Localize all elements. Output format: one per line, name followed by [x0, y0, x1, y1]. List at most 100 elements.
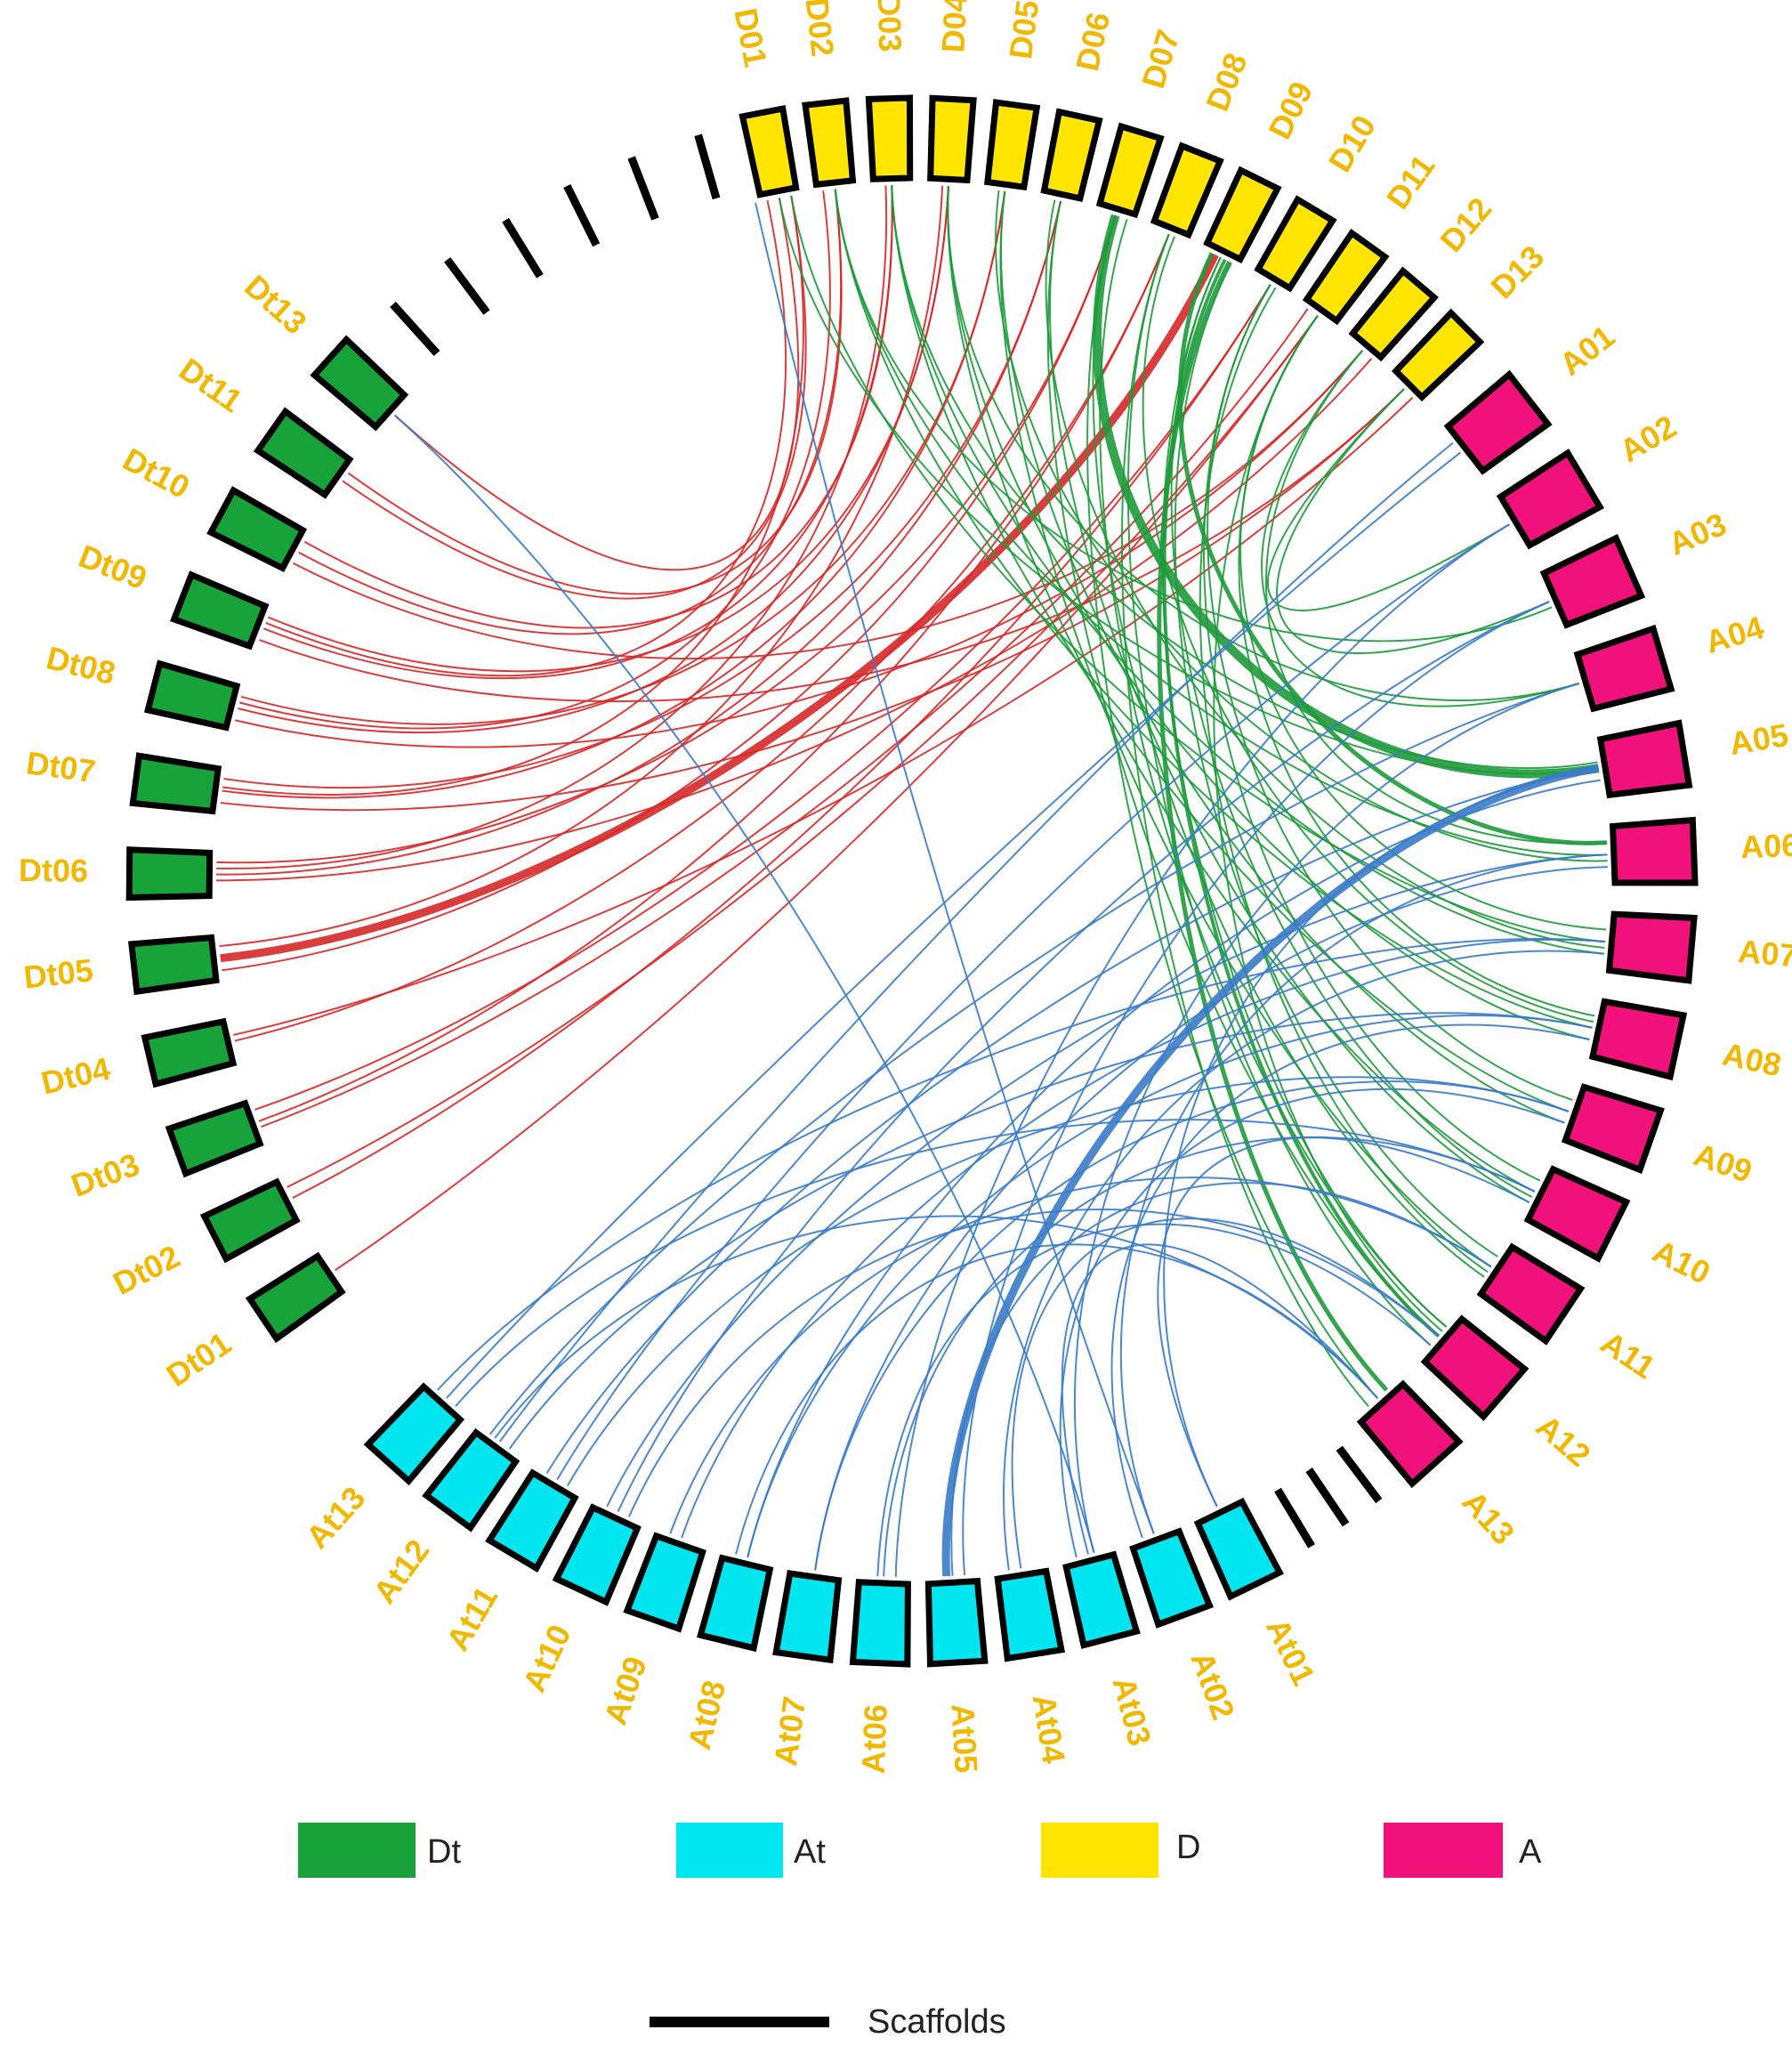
synteny-link — [1261, 350, 1580, 708]
label-d10: D10 — [1321, 109, 1383, 178]
chromosome-dt04 — [141, 1017, 238, 1088]
label-dt10: Dt10 — [117, 441, 196, 505]
synteny-link — [298, 189, 843, 635]
legend-label-dt: Dt — [427, 1833, 461, 1871]
label-d09: D09 — [1261, 76, 1320, 144]
chromosome-dt09 — [170, 570, 270, 651]
synteny-link — [1121, 233, 1369, 1407]
synteny-link — [567, 1076, 1570, 1486]
legend-label-scaffolds: Scaffolds — [868, 2003, 1006, 2041]
synteny-link — [219, 185, 944, 948]
chromosome-at02 — [1129, 1527, 1215, 1629]
synteny-link — [222, 195, 804, 796]
synteny-link — [1239, 315, 1607, 931]
synteny-link — [947, 186, 1590, 1041]
synteny-link — [445, 451, 1461, 1399]
label-dt03: Dt03 — [67, 1145, 144, 1203]
label-a09: A09 — [1690, 1136, 1757, 1190]
chromosome-at09 — [623, 1532, 706, 1633]
synteny-link — [790, 195, 1606, 943]
synteny-link — [436, 938, 1606, 1391]
synteny-link — [995, 190, 1608, 862]
label-d08: D08 — [1199, 48, 1254, 117]
legend-swatch-a — [1384, 1823, 1503, 1878]
chromosome-at12 — [422, 1427, 521, 1532]
synteny-link — [265, 199, 787, 677]
legend-label-d: D — [1176, 1829, 1200, 1866]
chromosome-a09 — [1561, 1083, 1665, 1175]
scaffold-segments — [390, 133, 1464, 1549]
label-d01: D01 — [727, 5, 774, 70]
synteny-link — [1276, 388, 1550, 654]
chromosome-at06 — [849, 1579, 911, 1668]
chromosome-d02 — [802, 97, 857, 189]
synteny-link — [669, 1177, 1492, 1534]
synteny-link — [258, 233, 1170, 1122]
chromosome-a13 — [1356, 1379, 1464, 1489]
chromosome-d07 — [1095, 122, 1165, 219]
synteny-link — [259, 388, 1405, 702]
label-dt06: Dt06 — [19, 852, 88, 889]
synteny-link — [215, 358, 1373, 882]
label-at11: At11 — [439, 1580, 505, 1656]
label-at03: At03 — [1106, 1673, 1158, 1750]
synteny-link — [1161, 256, 1448, 1328]
label-a08: A08 — [1719, 1035, 1784, 1083]
synteny-link — [628, 1209, 1440, 1517]
synteny-link — [617, 601, 1550, 1513]
synteny-link — [220, 388, 1405, 812]
synteny-link — [335, 315, 1319, 1272]
synteny-link — [894, 523, 1510, 1577]
label-dt07: Dt07 — [24, 744, 98, 789]
label-a13: A13 — [1456, 1484, 1522, 1552]
chromosome-at08 — [697, 1554, 774, 1653]
chromosome-d13 — [1391, 308, 1485, 402]
label-dt11: Dt11 — [173, 351, 249, 419]
synteny-link — [747, 779, 1601, 1558]
synteny-link — [233, 397, 1414, 1036]
synteny-link — [1162, 258, 1440, 1338]
label-dt09: Dt09 — [74, 538, 152, 597]
synteny-link — [1157, 1136, 1530, 1508]
chromosome-a11 — [1476, 1242, 1586, 1346]
scaffold-segment — [1274, 1487, 1315, 1549]
legend-swatch-d — [1041, 1823, 1158, 1878]
synteny-link — [747, 1015, 1593, 1558]
synteny-link — [216, 200, 1062, 876]
synteny-link — [394, 198, 800, 571]
label-d04: D04 — [934, 0, 973, 53]
synteny-link — [1061, 1243, 1379, 1555]
chromosome-a05 — [1596, 719, 1693, 799]
label-d13: D13 — [1483, 239, 1551, 306]
synteny-link — [1011, 1217, 1440, 1569]
synteny-link — [1046, 200, 1440, 1338]
synteny-link — [1110, 1023, 1590, 1539]
synteny-link — [498, 442, 1454, 1443]
label-at10: At10 — [515, 1619, 577, 1697]
chromosome-at13 — [363, 1382, 465, 1486]
synteny-link — [223, 200, 1062, 789]
label-d12: D12 — [1433, 190, 1498, 259]
scaffold-segment — [444, 257, 490, 315]
synteny-link — [1126, 233, 1432, 1346]
synteny-link — [735, 1243, 1379, 1555]
synteny-link — [292, 284, 1271, 1200]
scaffold-segment — [694, 133, 721, 200]
label-at12: At12 — [366, 1532, 436, 1610]
label-d06: D06 — [1069, 9, 1117, 74]
synteny-link — [1059, 1088, 1565, 1558]
label-d07: D07 — [1134, 26, 1187, 93]
synteny-link — [1199, 287, 1489, 1273]
chromosome-at01 — [1193, 1497, 1284, 1601]
label-d11: D11 — [1379, 148, 1442, 215]
synteny-link — [834, 189, 1593, 1029]
label-at09: At09 — [596, 1652, 654, 1729]
synteny-link — [681, 938, 1606, 1539]
chromosome-dt03 — [165, 1099, 264, 1178]
legend-label-at: At — [794, 1833, 826, 1871]
synteny-link — [1177, 252, 1607, 845]
label-d03: D03 — [870, 0, 908, 53]
synteny-link — [1142, 236, 1594, 1023]
chromosome-dt02 — [199, 1177, 301, 1264]
chromosome-at11 — [485, 1468, 579, 1573]
